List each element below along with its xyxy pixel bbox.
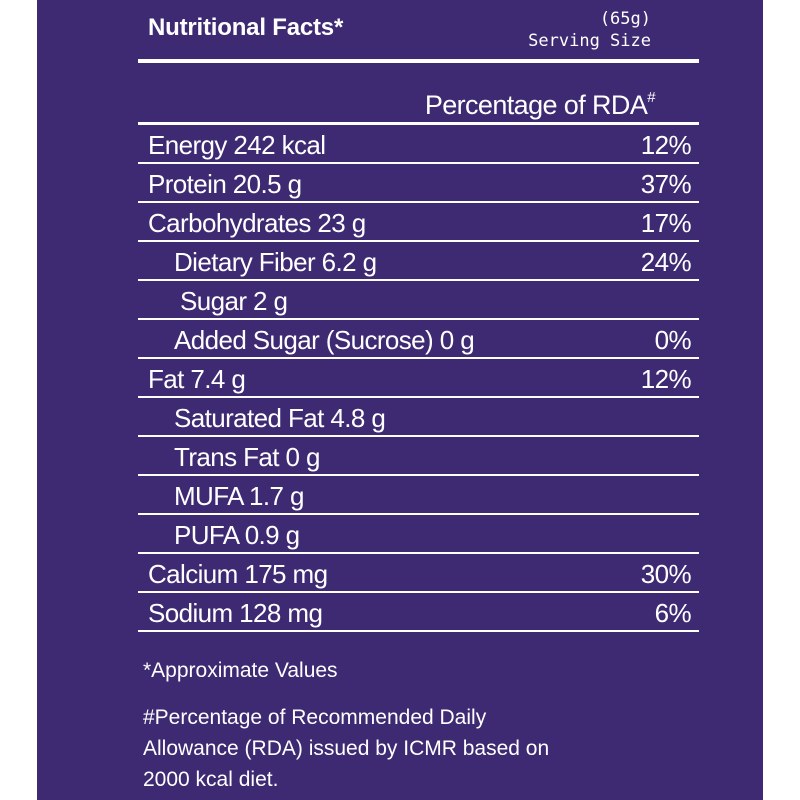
table-row-calcium: Calcium 175 mg 30% bbox=[138, 554, 699, 593]
row-percentage: 17% bbox=[640, 208, 692, 238]
row-label: Saturated Fat 4.8 g bbox=[174, 403, 386, 433]
rda-column-header: Percentage of RDA# bbox=[424, 89, 656, 120]
nutrition-table: Energy 242 kcal 12% Protein 20.5 g 37% C… bbox=[138, 122, 699, 632]
row-label: Sodium 128 mg bbox=[148, 598, 323, 628]
table-row-dietary-fiber: Dietary Fiber 6.2 g 24% bbox=[138, 242, 699, 281]
table-row-carbohydrates: Carbohydrates 23 g 17% bbox=[138, 203, 699, 242]
table-row-protein: Protein 20.5 g 37% bbox=[138, 164, 699, 203]
row-label: Energy 242 kcal bbox=[148, 130, 326, 160]
row-percentage: 30% bbox=[640, 559, 692, 589]
label-title: Nutritional Facts* bbox=[148, 14, 344, 41]
table-row-mufa: MUFA 1.7 g bbox=[138, 476, 699, 515]
row-label: Calcium 175 mg bbox=[148, 559, 328, 589]
approximate-values-note: *Approximate Values bbox=[143, 659, 338, 682]
rda-footnote-mark: # bbox=[647, 89, 655, 106]
row-label: Protein 20.5 g bbox=[148, 169, 302, 199]
serving-amount: (65g) bbox=[599, 9, 651, 29]
footnotes: *Approximate Values #Percentage of Recom… bbox=[143, 655, 703, 795]
row-percentage: 24% bbox=[640, 247, 692, 277]
table-row-pufa: PUFA 0.9 g bbox=[138, 515, 699, 554]
table-row-energy: Energy 242 kcal 12% bbox=[138, 125, 699, 164]
row-percentage: 12% bbox=[640, 364, 692, 394]
table-row-sugar: Sugar 2 g bbox=[138, 281, 699, 320]
table-row-added-sugar: Added Sugar (Sucrose) 0 g 0% bbox=[138, 320, 699, 359]
row-percentage: 12% bbox=[640, 130, 692, 160]
row-label: Dietary Fiber 6.2 g bbox=[174, 247, 377, 277]
row-label: Fat 7.4 g bbox=[148, 364, 246, 394]
serving-label: Serving Size bbox=[528, 31, 651, 51]
row-percentage: 0% bbox=[654, 325, 692, 355]
nutrition-panel: Nutritional Facts* (65g) Serving Size Pe… bbox=[37, 0, 763, 800]
row-label: Carbohydrates 23 g bbox=[148, 208, 366, 238]
serving-size: (65g) Serving Size bbox=[528, 8, 651, 52]
rda-note-line-2: Allowance (RDA) issued by ICMR based on bbox=[143, 737, 550, 760]
row-label: Sugar 2 g bbox=[180, 286, 288, 316]
row-label: Added Sugar (Sucrose) 0 g bbox=[174, 325, 475, 355]
rda-note-line-3: 2000 kcal diet. bbox=[143, 768, 279, 791]
row-label: MUFA 1.7 g bbox=[174, 481, 304, 511]
table-row-saturated-fat: Saturated Fat 4.8 g bbox=[138, 398, 699, 437]
row-label: Trans Fat 0 g bbox=[174, 442, 320, 472]
row-label: PUFA 0.9 g bbox=[174, 520, 300, 550]
table-row-fat: Fat 7.4 g 12% bbox=[138, 359, 699, 398]
row-percentage: 6% bbox=[654, 598, 692, 628]
rda-note-line-1: #Percentage of Recommended Daily bbox=[143, 706, 487, 729]
header-divider bbox=[138, 59, 699, 63]
table-row-trans-fat: Trans Fat 0 g bbox=[138, 437, 699, 476]
row-percentage: 37% bbox=[640, 169, 692, 199]
table-row-sodium: Sodium 128 mg 6% bbox=[138, 593, 699, 632]
